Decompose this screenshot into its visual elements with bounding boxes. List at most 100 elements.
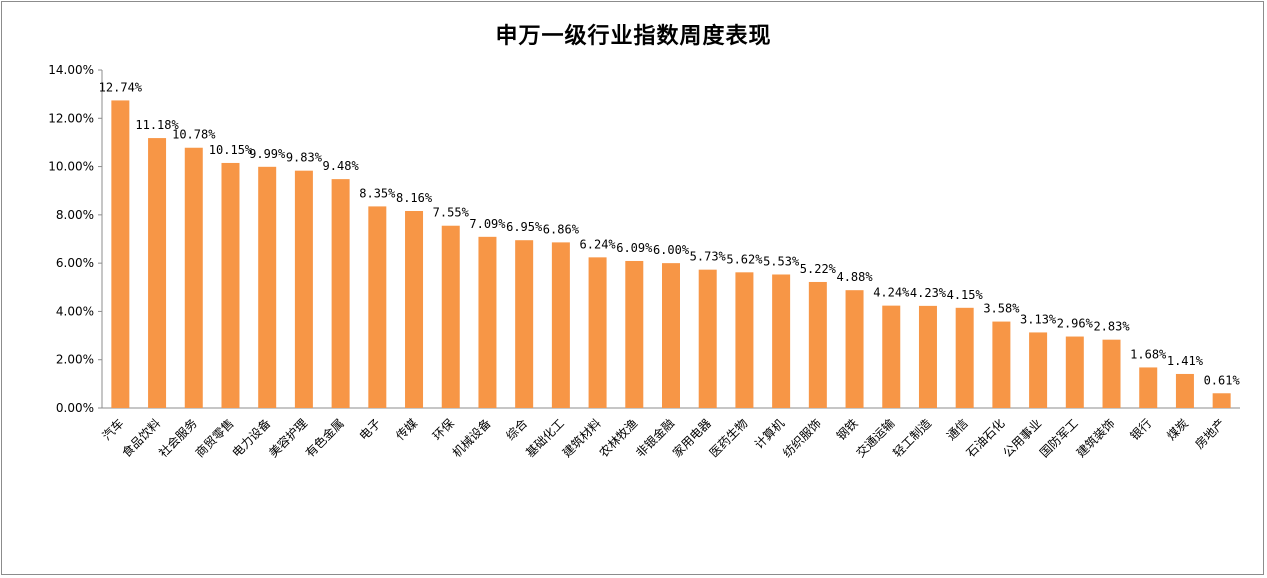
data-label: 5.22% — [800, 262, 837, 276]
bar — [1102, 339, 1121, 408]
data-label: 4.24% — [873, 286, 910, 300]
bar — [992, 321, 1011, 408]
data-label: 8.16% — [396, 191, 433, 205]
category-label: 农林牧渔 — [597, 416, 641, 460]
bar — [1212, 393, 1231, 408]
data-label: 4.23% — [910, 286, 947, 300]
bar — [184, 147, 203, 409]
chart-title: 申万一级行业指数周度表现 — [495, 24, 772, 49]
y-tick-label: 2.00% — [56, 353, 94, 367]
category-label: 基础化工 — [523, 416, 567, 460]
category-label: 计算机 — [751, 416, 787, 452]
category-label: 国防军工 — [1036, 416, 1081, 461]
category-label: 非银金融 — [633, 416, 678, 461]
category-label: 商贸零售 — [192, 416, 237, 461]
category-label: 建筑装饰 — [1073, 416, 1118, 461]
data-label: 12.74% — [99, 80, 143, 94]
data-label: 7.55% — [433, 206, 470, 220]
category-label: 钢铁 — [834, 416, 861, 443]
bar — [1175, 373, 1194, 408]
bar — [1065, 336, 1084, 408]
bar — [918, 305, 937, 408]
y-tick-label: 6.00% — [56, 256, 94, 270]
data-label: 9.83% — [286, 151, 323, 165]
data-label: 11.18% — [135, 118, 179, 132]
data-label: 2.83% — [1093, 320, 1130, 334]
category-label: 纺织服饰 — [780, 416, 824, 460]
bar — [662, 263, 680, 408]
data-label: 4.88% — [836, 270, 873, 284]
bar — [221, 162, 240, 408]
data-label: 3.58% — [983, 302, 1020, 316]
category-label: 通信 — [944, 416, 971, 443]
category-label: 综合 — [503, 416, 531, 444]
category-label: 食品饮料 — [119, 416, 164, 461]
bar — [294, 170, 313, 408]
category-label: 汽车 — [99, 416, 127, 444]
bar — [368, 206, 387, 408]
bar — [111, 100, 130, 409]
bar — [588, 257, 607, 408]
data-label: 1.68% — [1130, 347, 1167, 361]
bar — [258, 166, 277, 408]
category-label: 医药生物 — [707, 416, 751, 460]
category-label: 石油石化 — [964, 416, 1008, 460]
category-label: 美容护理 — [265, 416, 310, 461]
data-label: 1.41% — [1167, 354, 1204, 368]
y-tick-label: 0.00% — [56, 401, 94, 415]
data-label: 9.48% — [323, 159, 360, 173]
data-label: 5.62% — [726, 252, 763, 266]
data-label: 6.24% — [580, 237, 617, 251]
category-label: 传媒 — [393, 416, 421, 444]
category-label: 公用事业 — [1000, 416, 1044, 460]
category-label: 环保 — [430, 416, 457, 443]
data-label: 2.96% — [1057, 317, 1094, 331]
y-tick-label: 4.00% — [56, 304, 94, 318]
y-tick-label: 10.00% — [48, 160, 94, 174]
category-label: 家用电器 — [669, 416, 714, 461]
bar — [441, 225, 460, 408]
bar — [845, 290, 864, 408]
data-label: 0.61% — [1204, 373, 1241, 387]
data-label: 6.86% — [543, 222, 580, 236]
bar — [551, 242, 570, 408]
bar — [1139, 367, 1158, 408]
category-label: 电力设备 — [229, 416, 273, 460]
category-label: 轻工制造 — [890, 416, 934, 460]
data-label: 9.99% — [249, 147, 286, 161]
category-label: 房地产 — [1192, 416, 1228, 452]
y-tick-label: 14.00% — [48, 63, 94, 77]
bar — [955, 307, 974, 408]
data-label: 6.95% — [506, 220, 543, 234]
data-label: 6.09% — [616, 241, 653, 255]
bar — [772, 274, 791, 408]
bar — [478, 236, 497, 408]
bar — [625, 260, 644, 408]
y-tick-label: 8.00% — [56, 208, 94, 222]
data-label: 4.15% — [947, 288, 984, 302]
bar — [698, 269, 717, 408]
bar — [1029, 332, 1048, 408]
data-label: 10.15% — [209, 143, 253, 157]
category-label: 有色金属 — [302, 416, 347, 461]
y-tick-label: 12.00% — [48, 111, 94, 125]
category-label: 社会服务 — [155, 416, 200, 461]
category-label: 银行 — [1127, 416, 1154, 443]
data-label: 3.13% — [1020, 312, 1057, 326]
bar — [515, 240, 534, 408]
data-label: 8.35% — [359, 186, 396, 200]
category-label: 机械设备 — [449, 416, 494, 461]
bar — [808, 281, 827, 408]
bar — [148, 138, 167, 408]
data-label: 7.09% — [469, 217, 506, 231]
data-label: 5.53% — [763, 254, 800, 268]
data-label: 6.00% — [653, 243, 690, 257]
bar — [735, 272, 754, 408]
category-label: 电子 — [357, 416, 384, 443]
bar — [882, 305, 901, 408]
category-label: 交通运输 — [853, 416, 898, 461]
bar — [331, 179, 350, 408]
data-label: 5.73% — [690, 250, 727, 264]
data-label: 10.78% — [172, 128, 216, 142]
